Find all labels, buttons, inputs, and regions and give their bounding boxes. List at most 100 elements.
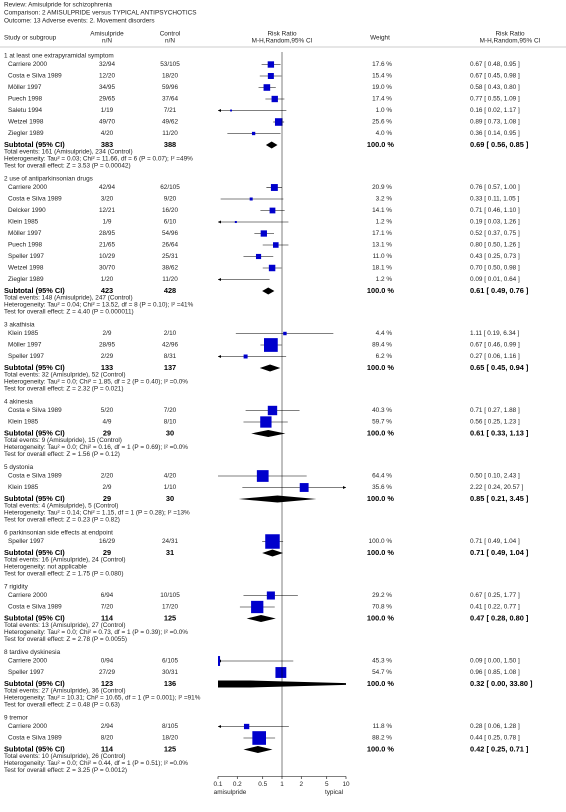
- events-amisulpride: 1/20: [101, 276, 114, 283]
- events-control: 49/62: [162, 119, 178, 126]
- risk-ratio: 0.56 [ 0.25, 1.23 ]: [470, 419, 520, 426]
- events-control: 18/20: [162, 735, 178, 742]
- overall-effect: Test for overall effect: Z = 0.23 (P = 0…: [4, 517, 120, 524]
- study-name: Klein 1985: [8, 484, 39, 491]
- subtotal-n1: 133: [101, 363, 113, 372]
- subtotal-risk-ratio: 0.61 [ 0.49, 0.76 ]: [470, 286, 529, 295]
- events-amisulpride: 1/9: [103, 219, 112, 226]
- subtotal-weight: 100.0 %: [367, 363, 395, 372]
- study-square: [260, 230, 267, 237]
- ci-arrow: [343, 486, 346, 489]
- subtotal-weight: 100.0 %: [367, 428, 395, 437]
- weight: 100.0 %: [369, 538, 393, 545]
- events-amisulpride: 28/95: [99, 230, 115, 237]
- subtotal-n2: 428: [164, 286, 176, 295]
- events-control: 6/10: [164, 219, 177, 226]
- events-control: 1/10: [164, 484, 177, 491]
- study-name: Costa e Silva 1989: [8, 735, 62, 742]
- group-title: 8 tardive dyskinesia: [4, 649, 61, 656]
- subtotal-n1: 29: [103, 548, 111, 557]
- weight: 4.0 %: [376, 130, 393, 137]
- events-amisulpride: 0/94: [101, 658, 114, 665]
- weight: 70.8 %: [372, 604, 392, 611]
- subtotal-label: Subtotal (95% CI): [4, 286, 65, 295]
- heterogeneity: Heterogeneity: Tau² = 10.31; Chi² = 10.6…: [4, 695, 201, 702]
- study-square: [251, 600, 264, 614]
- risk-ratio: 0.67 [ 0.46, 0.99 ]: [470, 342, 520, 349]
- col-weight: Weight: [370, 35, 390, 42]
- subtotal-diamond: [262, 549, 284, 557]
- subtotal-label: Subtotal (95% CI): [4, 613, 65, 622]
- weight: 17.4 %: [372, 96, 392, 103]
- heterogeneity: Heterogeneity: Tau² = 0.0; Chi² = 0.44, …: [4, 760, 188, 767]
- subtotal-diamond: [251, 430, 286, 437]
- weight: 15.4 %: [372, 73, 392, 80]
- overall-effect: Test for overall effect: Z = 3.25 (P = 0…: [4, 767, 127, 774]
- weight: 19.0 %: [372, 84, 392, 91]
- study-square: [269, 207, 276, 214]
- risk-ratio: 0.58 [ 0.43, 0.80 ]: [470, 84, 520, 91]
- risk-ratio: 0.43 [ 0.25, 0.73 ]: [470, 253, 520, 260]
- events-amisulpride: 16/29: [99, 538, 115, 545]
- subtotal-label: Subtotal (95% CI): [4, 140, 65, 149]
- risk-ratio: 0.77 [ 0.55, 1.09 ]: [470, 96, 520, 103]
- weight: 54.7 %: [372, 669, 392, 676]
- subtotal-label: Subtotal (95% CI): [4, 679, 65, 688]
- outcome: Outcome: 13 Adverse events: 2. Movement …: [4, 18, 155, 25]
- events-control: 11/20: [162, 130, 178, 137]
- events-amisulpride: 6/94: [101, 592, 114, 599]
- study-name: Carriere 2000: [8, 658, 48, 665]
- subtotal-label: Subtotal (95% CI): [4, 363, 65, 372]
- overall-effect: Test for overall effect: Z = 0.48 (P = 0…: [4, 702, 120, 709]
- group-title: 7 rigidity: [4, 584, 29, 591]
- study-square: [255, 253, 262, 260]
- col-group2: Control: [160, 31, 181, 38]
- study-name: Klein 1985: [8, 219, 39, 226]
- weight: 17.6 %: [372, 61, 392, 68]
- risk-ratio: 0.19 [ 0.03, 1.26 ]: [470, 219, 520, 226]
- events-control: 6/105: [162, 658, 178, 665]
- weight: 88.2 %: [372, 735, 392, 742]
- study-name: Delcker 1990: [8, 207, 46, 214]
- x-label-left: amisulpride: [214, 789, 247, 796]
- x-tick-label: 0.2: [233, 781, 242, 788]
- study-name: Klein 1985: [8, 330, 39, 337]
- risk-ratio: 0.09 [ 0.00, 1.50 ]: [470, 658, 520, 665]
- subtotal-risk-ratio: 0.85 [ 0.21, 3.45 ]: [470, 494, 529, 503]
- events-control: 11/20: [162, 276, 178, 283]
- study-name: Speller 1997: [8, 669, 44, 676]
- study-square: [214, 278, 216, 280]
- total-events: Total events: 9 (Amisulpride), 15 (Contr…: [4, 437, 122, 444]
- events-amisulpride: 7/20: [101, 604, 114, 611]
- study-square: [265, 534, 280, 549]
- study-square: [267, 73, 274, 79]
- col-plot-sub: M-H,Random,95% CI: [252, 38, 313, 45]
- events-amisulpride: 21/65: [99, 242, 115, 249]
- subtotal-n1: 423: [101, 286, 113, 295]
- subtotal-weight: 100.0 %: [367, 613, 395, 622]
- weight: 45.3 %: [372, 658, 392, 665]
- study-square: [267, 61, 275, 68]
- risk-ratio: 0.44 [ 0.25, 0.78 ]: [470, 735, 520, 742]
- weight: 1.2 %: [376, 276, 393, 283]
- events-control: 18/20: [162, 73, 178, 80]
- events-amisulpride: 5/20: [101, 407, 114, 414]
- heterogeneity: Heterogeneity: Tau² = 0.04; Chi² = 13.52…: [4, 302, 194, 309]
- subtotal-risk-ratio: 0.65 [ 0.45, 0.94 ]: [470, 363, 529, 372]
- risk-ratio: 0.09 [ 0.01, 0.64 ]: [470, 276, 520, 283]
- subtotal-n1: 29: [103, 494, 111, 503]
- study-name: Carriere 2000: [8, 723, 48, 730]
- group-title: 5 dystonia: [4, 464, 34, 471]
- subtotal-weight: 100.0 %: [367, 744, 395, 753]
- weight: 25.6 %: [372, 119, 392, 126]
- risk-ratio: 0.16 [ 0.02, 1.17 ]: [470, 107, 520, 114]
- events-control: 8/31: [164, 353, 177, 360]
- subtotal-diamond: [262, 287, 275, 295]
- events-control: 37/64: [162, 96, 178, 103]
- study-name: Costa e Silva 1989: [8, 73, 62, 80]
- subtotal-n1: 29: [103, 428, 111, 437]
- weight: 4.4 %: [376, 330, 393, 337]
- subtotal-risk-ratio: 0.32 [ 0.00, 33.80 ]: [470, 679, 533, 688]
- risk-ratio: 0.36 [ 0.14, 0.95 ]: [470, 130, 520, 137]
